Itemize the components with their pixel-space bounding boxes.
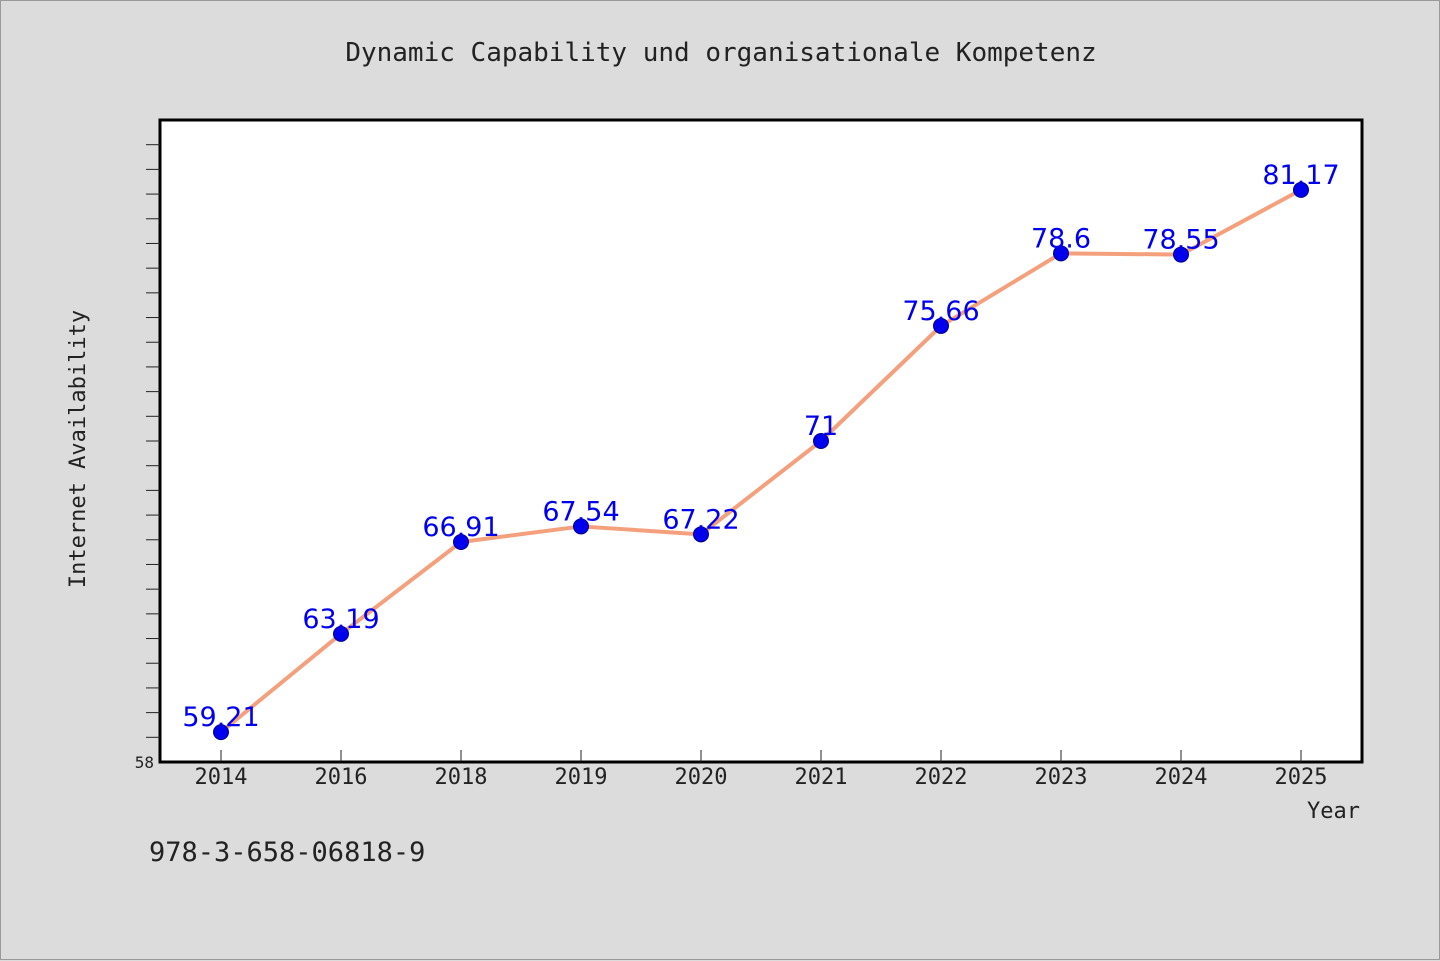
x-tick-label: 2025	[1275, 765, 1328, 790]
data-point	[573, 518, 589, 535]
x-axis-ticks: 2014 2016 2018 2019 2020 2021 2022 2023 2024 2025	[195, 750, 1328, 790]
data-label: 67.22	[662, 504, 739, 535]
data-point	[933, 317, 949, 334]
data-label: 67.54	[542, 496, 619, 527]
data-label: 75.66	[902, 296, 979, 327]
data-point	[453, 533, 469, 550]
x-tick-label: 2023	[1035, 765, 1088, 790]
data-point	[1053, 245, 1069, 262]
data-label: 71	[804, 411, 838, 442]
x-tick-label: 2020	[675, 765, 728, 790]
x-tick-label: 2021	[795, 765, 848, 790]
data-point	[813, 433, 829, 449]
data-point	[1293, 181, 1309, 198]
data-label: 59.21	[182, 702, 259, 733]
chart-title: Dynamic Capability und organisationale K…	[345, 38, 1096, 68]
y-axis-label: Internet Availability	[66, 310, 91, 588]
data-point	[693, 526, 709, 543]
isbn-text: 978-3-658-06818-9	[149, 837, 426, 868]
data-label: 63.19	[302, 604, 379, 635]
x-tick-label: 2022	[915, 765, 968, 790]
series-layer: 59.21 63.19 66.91 67.54 67.22 71 75.66 78.6 78.5…	[182, 160, 1340, 741]
plot-area	[158, 118, 1364, 764]
data-label: 78.55	[1142, 225, 1219, 256]
x-tick-label: 2019	[555, 765, 608, 790]
x-tick-label: 2016	[315, 765, 368, 790]
y-tick-label: 58	[135, 753, 154, 772]
x-tick-label: 2024	[1155, 765, 1208, 790]
data-label: 81.17	[1262, 160, 1339, 191]
data-point	[1173, 246, 1189, 263]
data-point	[333, 625, 349, 642]
series-line	[219, 187, 1303, 735]
x-axis-label: Year	[1307, 799, 1360, 824]
x-tick-label: 2018	[435, 765, 488, 790]
x-tick-label: 2014	[195, 765, 248, 790]
data-point	[213, 724, 229, 741]
y-axis-ticks: 58	[135, 144, 160, 772]
data-label: 66.91	[422, 512, 499, 543]
data-label: 78.6	[1031, 223, 1091, 254]
